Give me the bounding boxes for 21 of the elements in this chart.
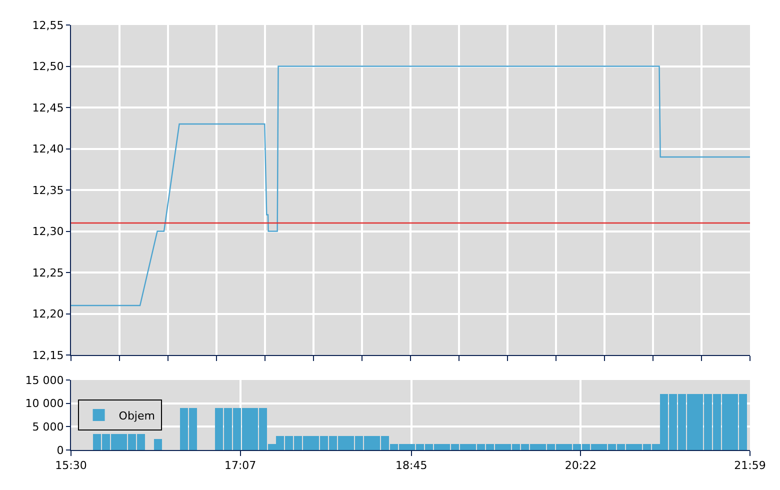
y-tick-label: 12,40	[32, 142, 64, 156]
line-series	[71, 66, 750, 306]
y-tick-label: 0	[56, 444, 64, 457]
y-tick-label: 12,20	[32, 308, 64, 321]
y-tick-label: 5 000	[32, 420, 64, 434]
legend-label: Objem	[118, 409, 155, 422]
y-tick-label: 12,15	[32, 348, 64, 362]
y-tick-label: 12,50	[32, 60, 64, 74]
y-tick-label: 12,35	[32, 184, 64, 197]
y-tick-label: 12,55	[32, 18, 64, 32]
x-tick-label: 20:22	[564, 459, 597, 472]
y-tick-label: 10 000	[25, 397, 64, 410]
bar	[154, 439, 162, 450]
x-tick-label: 15:30	[55, 459, 87, 472]
y-tick-label: 12,30	[32, 225, 64, 238]
y-tick-label: 15 000	[25, 374, 64, 387]
y-tick-label: 12,45	[32, 101, 64, 114]
x-tick-label: 18:45	[396, 459, 428, 472]
x-tick-label: 17:07	[224, 459, 256, 472]
x-tick-label: 21:59	[734, 459, 766, 472]
y-tick-label: 12,25	[32, 266, 64, 280]
